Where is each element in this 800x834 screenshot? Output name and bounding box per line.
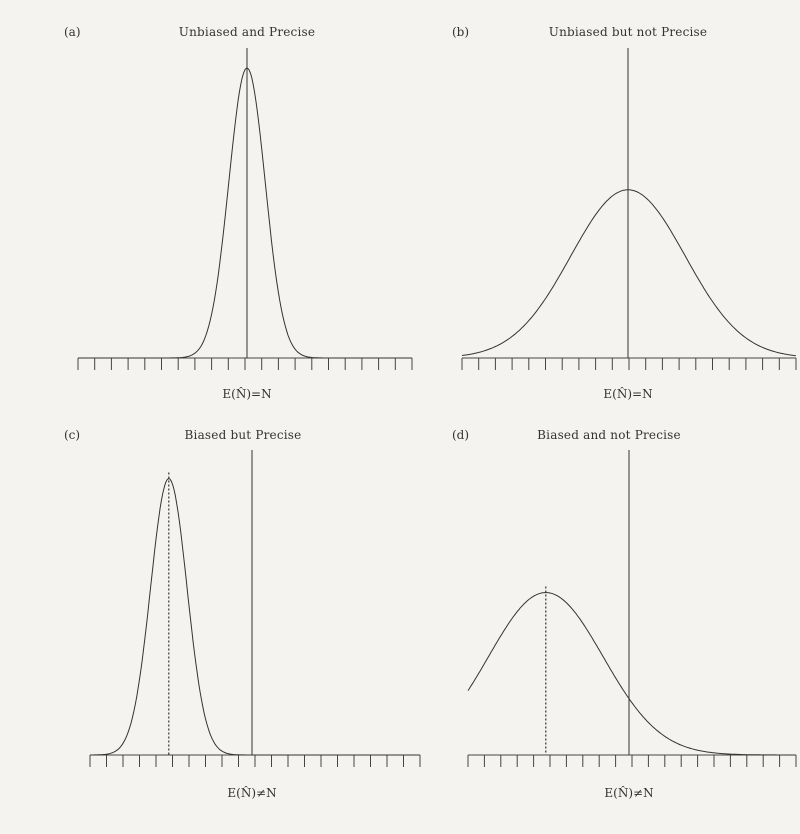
panel-c: (c) Biased but Precise E(N̂)≠N xyxy=(64,428,421,800)
panel-a: (a) Unbiased and Precise E(N̂)=N xyxy=(64,25,413,401)
density-curve xyxy=(78,67,412,359)
density-curve xyxy=(467,592,796,756)
panel-b: (b) Unbiased but not Precise E(N̂)=N xyxy=(452,25,797,401)
density-curve xyxy=(90,478,420,756)
panel-label: (d) xyxy=(452,428,469,442)
panel-title: Biased but Precise xyxy=(185,428,302,442)
panel-label: (c) xyxy=(64,428,80,442)
x-axis-label: E(N̂)=N xyxy=(222,386,271,401)
density-curve xyxy=(461,189,797,357)
panel-label: (b) xyxy=(452,25,469,39)
panel-title: Unbiased and Precise xyxy=(179,25,315,39)
x-axis-label: E(N̂)=N xyxy=(603,386,652,401)
panel-d: (d) Biased and not Precise E(N̂)≠N xyxy=(452,428,797,800)
panel-title: Biased and not Precise xyxy=(537,428,681,442)
x-axis-label: E(N̂)≠N xyxy=(604,785,653,800)
x-axis-label: E(N̂)≠N xyxy=(227,785,276,800)
panel-title: Unbiased but not Precise xyxy=(549,25,707,39)
panel-label: (a) xyxy=(64,25,81,39)
